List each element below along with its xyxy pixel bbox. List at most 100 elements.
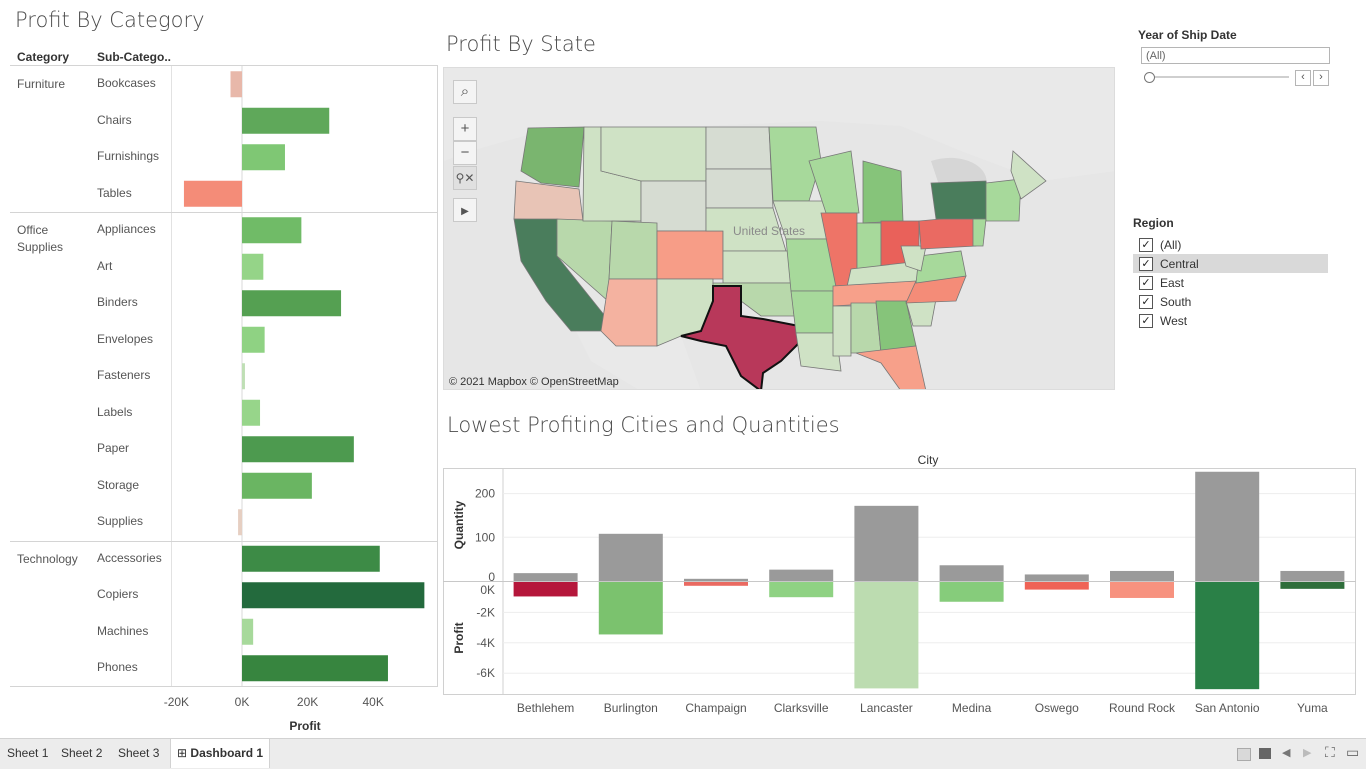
subcategory-label[interactable]: Appliances xyxy=(97,222,156,237)
checkbox-icon[interactable]: ✓ xyxy=(1139,295,1153,309)
map-attribution[interactable]: © 2021 Mapbox © OpenStreetMap xyxy=(449,376,619,388)
state-west-virginia[interactable] xyxy=(900,245,927,272)
region-option[interactable]: ✓ East xyxy=(1133,273,1328,292)
fit-screen-icon[interactable]: ⛶ xyxy=(1325,744,1335,760)
subcategory-label[interactable]: Art xyxy=(97,258,113,273)
profit-bar[interactable] xyxy=(242,144,285,171)
profit-bar[interactable] xyxy=(513,582,578,597)
subcategory-label[interactable]: Labels xyxy=(97,404,133,419)
city-label[interactable]: Medina xyxy=(952,701,992,715)
region-option[interactable]: ✓ (All) xyxy=(1133,235,1328,254)
subcategory-label[interactable]: Paper xyxy=(97,441,130,456)
state-south-dakota[interactable] xyxy=(705,168,774,209)
profit-bar[interactable] xyxy=(242,290,342,317)
state-florida[interactable] xyxy=(855,345,926,390)
state-virginia[interactable] xyxy=(915,250,967,284)
tab-sheet-3[interactable]: Sheet 3 xyxy=(118,746,160,760)
map-pin-clear-button[interactable]: ⚲✕ xyxy=(453,166,477,190)
tab-view-icon[interactable] xyxy=(1259,748,1271,759)
city-column-header[interactable]: City xyxy=(917,453,939,467)
profit-bar[interactable] xyxy=(230,71,242,98)
subcategory-label[interactable]: Tables xyxy=(97,185,132,200)
category-label[interactable]: Furniture xyxy=(17,77,66,91)
next-sheet-icon[interactable]: ▶ xyxy=(1303,747,1312,759)
city-label[interactable]: Bethlehem xyxy=(517,701,574,715)
quantity-bar[interactable] xyxy=(684,578,748,581)
category-column-header[interactable]: Category xyxy=(17,50,70,64)
state-arizona[interactable] xyxy=(600,278,658,347)
subcategory-label[interactable]: Furnishings xyxy=(97,149,160,164)
state-new-england[interactable] xyxy=(985,178,1022,222)
city-label[interactable]: Round Rock xyxy=(1109,701,1176,715)
region-option[interactable]: ✓ Central xyxy=(1133,254,1328,273)
subcategory-column-header[interactable]: Sub-Catego.. xyxy=(97,50,171,64)
city-label[interactable]: Clarksville xyxy=(774,701,829,715)
quantity-bar[interactable] xyxy=(1195,471,1260,581)
profit-bar[interactable] xyxy=(242,217,302,244)
profit-bar[interactable] xyxy=(1195,582,1260,690)
state-alabama[interactable] xyxy=(850,302,882,354)
category-label[interactable]: Technology xyxy=(17,551,78,566)
city-label[interactable]: Champaign xyxy=(685,701,746,715)
year-slider[interactable] xyxy=(1144,72,1289,83)
state-montana[interactable] xyxy=(600,126,707,182)
quantity-bar[interactable] xyxy=(769,569,834,581)
subcategory-label[interactable]: Storage xyxy=(97,477,140,492)
profit-bar[interactable] xyxy=(238,509,242,536)
quantity-bar[interactable] xyxy=(1024,574,1089,581)
profit-bar[interactable] xyxy=(242,363,245,390)
subcategory-label[interactable]: Machines xyxy=(97,623,149,638)
subcategory-label[interactable]: Bookcases xyxy=(97,76,156,91)
profit-bar[interactable] xyxy=(242,472,312,499)
state-mississippi[interactable] xyxy=(832,305,852,357)
profit-bar[interactable] xyxy=(854,582,919,689)
city-label[interactable]: Oswego xyxy=(1035,701,1079,715)
profit-bar[interactable] xyxy=(769,582,834,598)
state-washington[interactable] xyxy=(520,126,585,188)
profit-bar[interactable] xyxy=(1280,582,1345,589)
subcategory-label[interactable]: Chairs xyxy=(97,112,132,127)
city-label[interactable]: Lancaster xyxy=(860,701,913,715)
region-option[interactable]: ✓ West xyxy=(1133,311,1328,330)
state-colorado[interactable] xyxy=(656,230,724,280)
quantity-bar[interactable] xyxy=(513,573,578,581)
city-label[interactable]: San Antonio xyxy=(1195,701,1260,715)
tab-sheet-2[interactable]: Sheet 2 xyxy=(61,746,103,760)
state-maine[interactable] xyxy=(1010,150,1047,200)
profit-bar[interactable] xyxy=(598,582,663,635)
state-arkansas[interactable] xyxy=(790,290,834,334)
state-wisconsin[interactable] xyxy=(808,150,860,214)
profit-bar[interactable] xyxy=(183,180,242,207)
tab-dashboard-1[interactable]: ⊞ Dashboard 1 xyxy=(170,739,271,768)
profit-bar[interactable] xyxy=(939,582,1004,602)
state-louisiana[interactable] xyxy=(795,332,842,372)
profit-bar[interactable] xyxy=(242,399,261,426)
quantity-bar[interactable] xyxy=(1110,570,1174,581)
city-label[interactable]: Yuma xyxy=(1297,701,1328,715)
quantity-bar[interactable] xyxy=(1280,570,1345,581)
profit-by-state-map[interactable]: United States © 2021 Mapbox © OpenStreet… xyxy=(443,67,1115,390)
subcategory-label[interactable]: Copiers xyxy=(97,587,139,602)
profit-bar[interactable] xyxy=(242,618,254,645)
subcategory-label[interactable]: Binders xyxy=(97,295,138,310)
profit-bar[interactable] xyxy=(242,582,425,609)
checkbox-icon[interactable]: ✓ xyxy=(1139,238,1153,252)
profit-bar[interactable] xyxy=(242,107,330,134)
state-texas[interactable] xyxy=(680,285,803,390)
profit-bar[interactable] xyxy=(242,253,264,280)
state-new-york[interactable] xyxy=(930,180,992,220)
year-next-button[interactable]: › xyxy=(1313,70,1329,86)
quantity-bar[interactable] xyxy=(598,533,663,581)
category-label[interactable]: Office Supplies xyxy=(17,223,64,254)
state-michigan[interactable] xyxy=(862,160,904,224)
subcategory-label[interactable]: Envelopes xyxy=(97,331,154,346)
quantity-bar[interactable] xyxy=(854,505,919,581)
profit-bar[interactable] xyxy=(1024,582,1089,590)
map-zoom-out-button[interactable]: − xyxy=(453,141,477,165)
quantity-bar[interactable] xyxy=(939,565,1004,581)
map-zoom-in-button[interactable]: + xyxy=(453,117,477,141)
city-label[interactable]: Burlington xyxy=(604,701,658,715)
subcategory-label[interactable]: Fasteners xyxy=(97,368,151,383)
filmstrip-icon[interactable] xyxy=(1237,748,1251,761)
profit-bar[interactable] xyxy=(242,326,265,353)
